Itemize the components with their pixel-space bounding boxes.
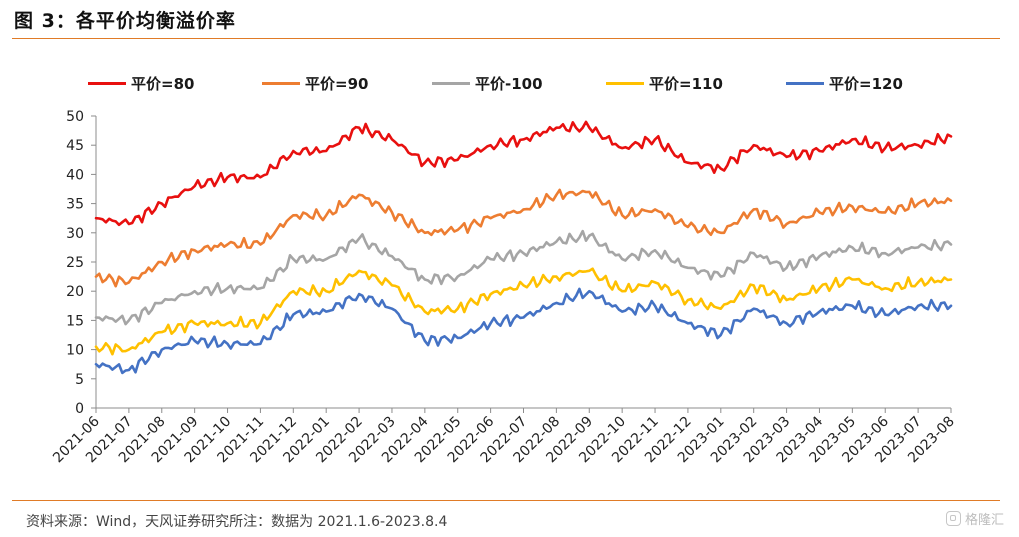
legend-item-parity-80: 平价=80	[88, 73, 194, 94]
source-divider	[12, 500, 1000, 501]
y-tick-label: 50	[66, 109, 84, 125]
legend-label-parity-80: 平价=80	[131, 75, 195, 93]
y-tick-label: 40	[66, 167, 84, 183]
legend-swatch-parity-100	[432, 82, 470, 85]
series-line-4	[94, 287, 953, 375]
figure-title: 图 3：各平价均衡溢价率	[14, 10, 236, 32]
legend-item-parity-90: 平价=90	[262, 73, 368, 94]
y-tick-label: 5	[75, 372, 84, 388]
y-tick-label: 35	[66, 197, 84, 213]
legend-swatch-parity-120	[786, 82, 824, 85]
series-line-0	[94, 120, 953, 227]
watermark-logo-icon	[946, 511, 961, 526]
legend-label-parity-90: 平价=90	[305, 75, 369, 93]
y-tick-label: 20	[66, 284, 84, 300]
chart-legend: 平价=80 平价=90 平价-100 平价=110 平价=120	[88, 73, 988, 93]
legend-swatch-parity-90	[262, 82, 300, 85]
legend-item-parity-100: 平价-100	[432, 73, 543, 94]
legend-swatch-parity-110	[606, 82, 644, 85]
source-note: 资料来源：Wind，天风证券研究所注：数据为 2021.1.6-2023.8.4	[26, 514, 448, 530]
premium-rate-line-chart: 051015202530354045502021-062021-072021-0…	[50, 109, 958, 466]
y-tick-label: 0	[75, 401, 84, 417]
watermark: 格隆汇	[946, 509, 1004, 528]
series-line-1	[94, 188, 953, 288]
y-tick-label: 30	[66, 226, 84, 242]
legend-label-parity-110: 平价=110	[649, 75, 723, 93]
y-tick-label: 25	[66, 255, 84, 271]
legend-label-parity-100: 平价-100	[475, 75, 543, 93]
legend-swatch-parity-80	[88, 82, 126, 85]
series-line-3	[94, 267, 953, 356]
watermark-text: 格隆汇	[965, 513, 1005, 528]
title-divider	[12, 38, 1000, 39]
y-tick-label: 15	[66, 313, 84, 329]
series-line-2	[94, 229, 953, 326]
legend-item-parity-120: 平价=120	[786, 73, 903, 94]
legend-item-parity-110: 平价=110	[606, 73, 723, 94]
y-tick-label: 45	[66, 138, 84, 154]
y-tick-label: 10	[66, 343, 84, 359]
legend-label-parity-120: 平价=120	[829, 75, 903, 93]
